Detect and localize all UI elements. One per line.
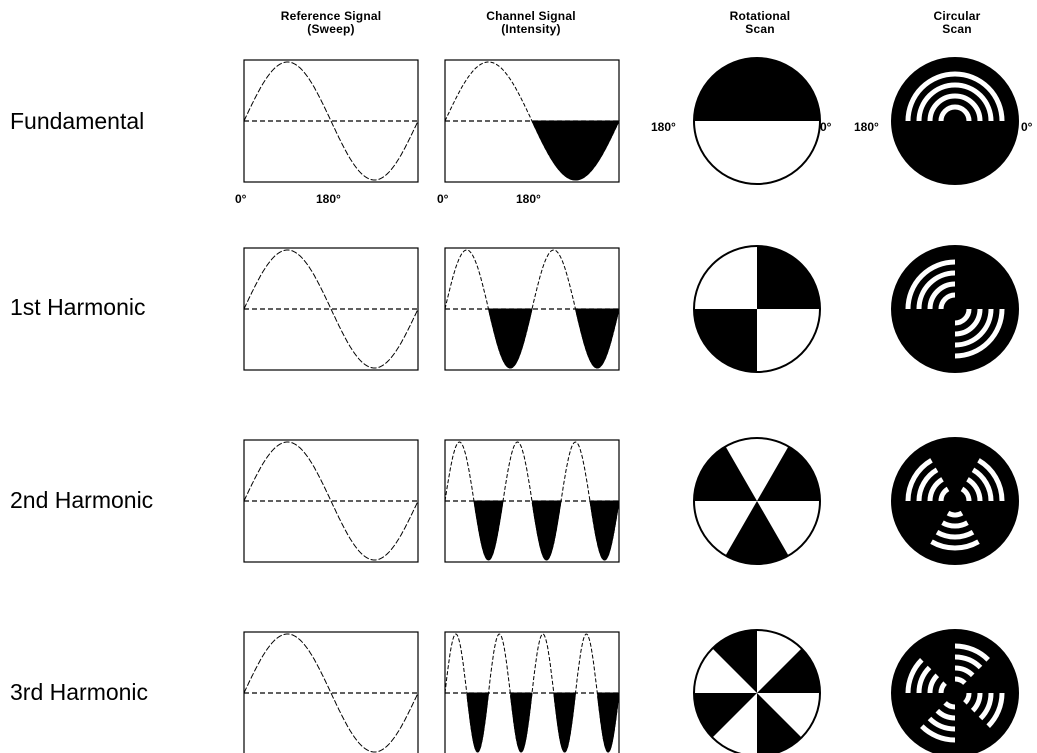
circular-arc-1st-harmonic [938,292,956,310]
row-label-fundamental: Fundamental [10,108,145,134]
chan-tick-180: 180° [516,192,541,206]
channel-lobes-3rd-harmonic [466,692,620,753]
header-circular-scan: Circular Scan [897,10,1017,36]
circular-arc-3rd-harmonic [970,692,983,713]
channel-lobes-fundamental [531,120,620,181]
channel-wave-1st-harmonic [444,249,620,369]
circular-arc-3rd-harmonic [962,692,972,705]
circular-arc-1st-harmonic [954,308,1005,359]
reference-wave-3rd-harmonic [243,633,419,753]
circular-arc-3rd-harmonic [927,673,940,694]
circular-arc-3rd-harmonic [978,692,994,721]
circ-tick-180: 180° [854,120,879,134]
circular-arc-2nd-harmonic [946,510,964,518]
circular-arc-3rd-harmonic [935,708,956,721]
circular-arc-3rd-harmonic [916,665,932,694]
header-channel-line2: (Intensity) [501,22,561,36]
circular-arc-2nd-harmonic [938,486,950,502]
header-rotational-line1: Rotational [729,9,791,23]
circular-arc-2nd-harmonic [927,477,944,502]
channel-lobes-1st-harmonic [488,308,620,369]
rotational-sector-2nd-harmonic [694,446,757,501]
rotational-sector-3rd-harmonic [712,630,757,693]
circular-arc-3rd-harmonic [954,654,983,670]
circ-tick-0: 0° [1021,120,1033,134]
rotational-sector-2nd-harmonic [757,446,820,501]
circular-arc-fundamental [927,93,983,122]
row-label-3rd-harmonic: 3rd Harmonic [10,679,149,705]
circular-arc-2nd-harmonic [960,486,972,502]
circular-disc-2nd-harmonic [891,437,1019,565]
circular-arc-3rd-harmonic [954,643,990,662]
reference-wave-1st-harmonic [243,249,419,369]
reference-wave-2nd-harmonic [243,441,419,561]
circular-arc-3rd-harmonic [905,658,924,694]
circular-arc-1st-harmonic [927,281,956,310]
circular-disc-1st-harmonic [891,245,1019,373]
circular-arc-2nd-harmonic [977,458,1005,502]
header-reference-signal: Reference Signal (Sweep) [244,10,418,36]
header-rotational-line2: Scan [745,22,775,36]
rotational-sector-3rd-harmonic [694,693,757,738]
circular-arc-1st-harmonic [916,270,956,310]
circular-arc-1st-harmonic [954,308,983,337]
header-channel-line1: Channel Signal [486,9,576,23]
rotational-sector-1st-harmonic [694,309,757,372]
header-reference-line1: Reference Signal [280,9,382,23]
circular-arc-1st-harmonic [954,308,972,326]
header-reference-line2: (Sweep) [307,22,355,36]
header-circular-line1: Circular [933,9,981,23]
circular-arc-3rd-harmonic [954,676,967,686]
circular-arc-1st-harmonic [905,259,956,310]
rotational-sector-2nd-harmonic [725,501,789,565]
circular-arc-3rd-harmonic [938,681,948,694]
circular-arc-2nd-harmonic [941,520,969,529]
circular-arc-3rd-harmonic [943,700,956,710]
header-rotational-scan: Rotational Scan [700,10,820,36]
circular-arc-3rd-harmonic [920,724,956,743]
rot-tick-180: 180° [651,120,676,134]
circular-arc-2nd-harmonic [930,539,980,551]
circular-arc-2nd-harmonic [971,467,994,502]
circular-arc-fundamental [938,104,972,122]
reference-wave-fundamental [243,61,419,181]
chan-tick-0: 0° [437,192,449,206]
header-channel-signal: Channel Signal (Intensity) [444,10,618,36]
channel-wave-fundamental [444,61,620,181]
rot-tick-0: 0° [820,120,832,134]
rotational-sector-fundamental [694,58,820,121]
row-label-2nd-harmonic: 2nd Harmonic [10,487,154,513]
ref-tick-0: 0° [235,192,247,206]
rotational-sector-3rd-harmonic [757,693,802,753]
circular-arc-3rd-harmonic [927,716,956,732]
circular-arc-1st-harmonic [954,308,994,348]
row-label-1st-harmonic: 1st Harmonic [10,294,146,320]
circular-disc-fundamental [891,57,1019,185]
circular-arc-2nd-harmonic [935,529,975,540]
circular-arc-3rd-harmonic [954,665,975,678]
circular-arc-fundamental [916,82,994,122]
circular-arc-2nd-harmonic [966,477,983,502]
circular-arc-2nd-harmonic [905,458,933,502]
circular-arc-3rd-harmonic [986,692,1005,728]
ref-tick-180: 180° [316,192,341,206]
rotational-sector-3rd-harmonic [757,648,820,693]
channel-lobes-2nd-harmonic [473,500,620,561]
header-circular-line2: Scan [942,22,972,36]
circular-arc-2nd-harmonic [916,467,939,502]
circular-arc-fundamental [905,71,1005,122]
rotational-sector-1st-harmonic [757,246,820,309]
